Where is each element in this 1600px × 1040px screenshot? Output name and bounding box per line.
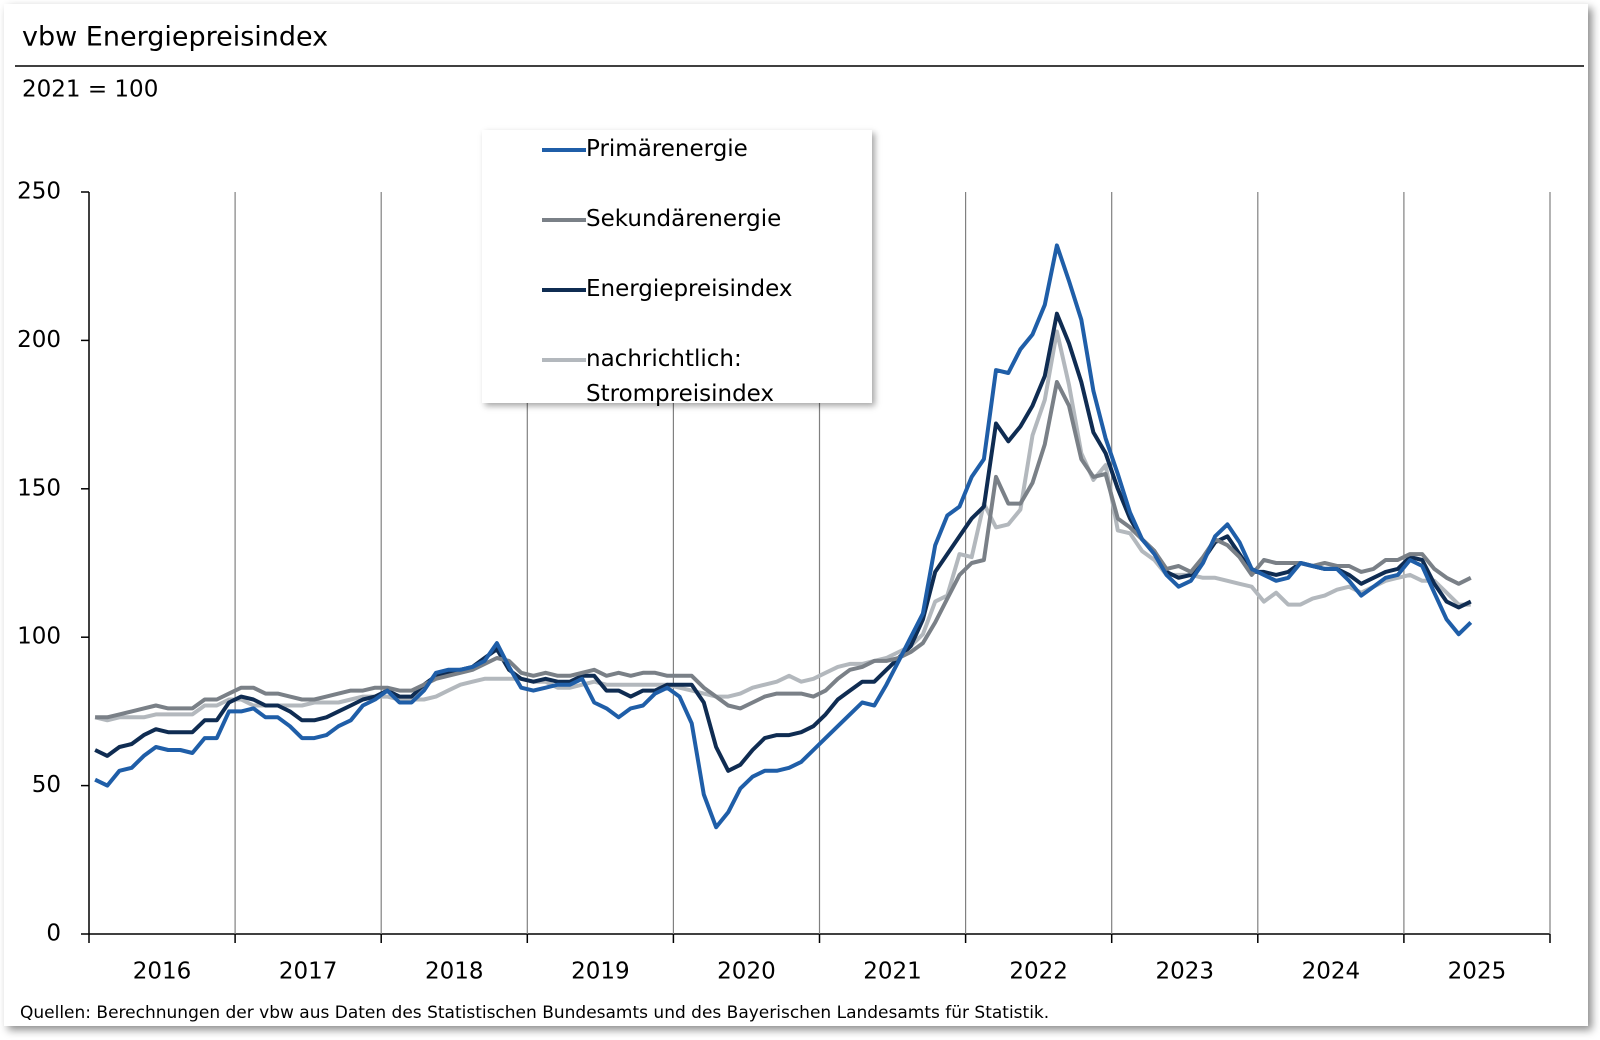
chart-subtitle: 2021 = 100: [22, 77, 158, 103]
x-tick-label: 2022: [1009, 959, 1068, 985]
legend-label: Sekundärenergie: [586, 206, 782, 232]
x-tick-label: 2018: [425, 959, 484, 985]
series-line: [95, 380, 1472, 720]
legend-label: nachrichtlich: Strompreisindex: [586, 346, 775, 407]
y-tick-label: 0: [46, 921, 61, 947]
source-note: Quellen: Berechnungen der vbw aus Daten …: [20, 1003, 1049, 1023]
legend-item: Primärenergie: [542, 132, 872, 202]
x-tick-label: 2019: [571, 959, 630, 985]
x-tick-label: 2024: [1302, 959, 1361, 985]
y-tick-label: 150: [17, 475, 61, 501]
x-tick-label: 2021: [863, 959, 922, 985]
y-tick-label: 50: [32, 772, 61, 798]
legend-swatch: [542, 218, 586, 222]
legend-item: Energiepreisindex: [542, 272, 872, 342]
series-line: [94, 329, 1471, 723]
legend-item: nachrichtlich: Strompreisindex: [542, 342, 872, 412]
legend-item: Sekundärenergie: [542, 202, 872, 272]
y-tick-label: 250: [17, 179, 61, 205]
legend: Primärenergie Sekundärenergie Energiepreis…: [482, 130, 872, 407]
legend-label: Primärenergie: [586, 136, 748, 162]
x-tick-label: 2020: [717, 959, 776, 985]
legend-swatch: [542, 288, 586, 292]
legend-swatch: [542, 358, 586, 362]
x-tick-label: 2016: [133, 959, 192, 985]
x-tick-label: 2023: [1155, 959, 1214, 985]
y-tick-label: 200: [17, 327, 61, 353]
legend-label: Energiepreisindex: [586, 276, 793, 302]
chart-title: vbw Energiepreisindex: [22, 22, 328, 53]
x-tick-label: 2025: [1448, 959, 1507, 985]
x-tick-label: 2017: [279, 959, 338, 985]
series-line: [94, 243, 1473, 830]
y-tick-label: 100: [17, 624, 61, 650]
legend-swatch: [542, 148, 586, 152]
